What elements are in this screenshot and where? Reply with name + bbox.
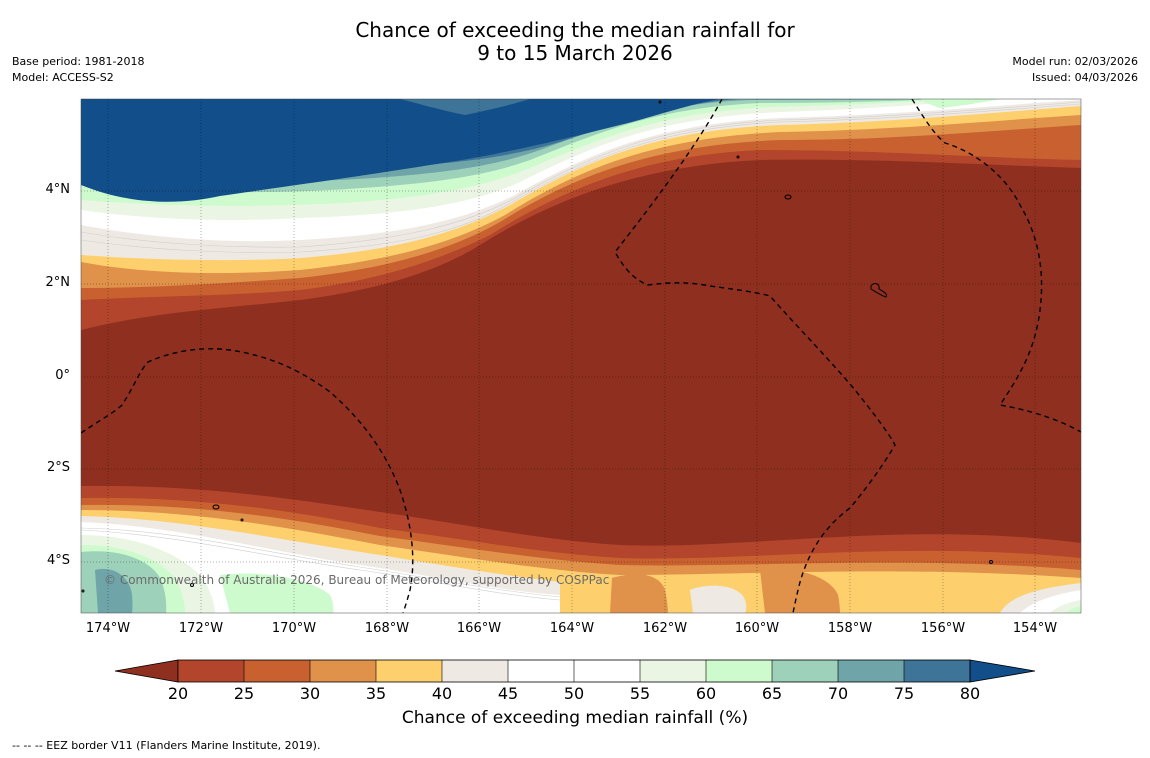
colorbar-under-triangle (114, 659, 179, 683)
colorbar-55-60 (640, 660, 706, 682)
eez-legend-footer: -- -- -- EEZ border V11 (Flanders Marine… (12, 739, 321, 752)
colorbar-30-35 (310, 660, 376, 682)
colorbar-60-65 (706, 660, 772, 682)
colorbar-65-70 (772, 660, 838, 682)
colorbar-tick-50: 50 (563, 684, 585, 703)
meta-left: Base period: 1981-2018 Model: ACCESS-S2 (12, 54, 144, 86)
contour-lines (81, 101, 1081, 601)
issued-text: Issued: 04/03/2026 (1031, 71, 1138, 84)
island (212, 504, 220, 510)
band-south-patch-30-35 (610, 574, 668, 613)
colorbar-over-triangle (969, 659, 1036, 683)
band-north-over-80 (81, 99, 910, 202)
meta-right: Model run: 02/03/2026 Issued: 04/03/2026 (1012, 54, 1138, 86)
eez-border-west (81, 348, 414, 613)
colorbar-40-45 (442, 660, 508, 682)
lon-label-158w: 158°W (827, 621, 873, 636)
lon-label-170w: 170°W (271, 621, 317, 636)
band-north-ne-60-65 (920, 99, 1000, 108)
island (736, 155, 740, 159)
island (240, 518, 244, 522)
band-south-east-60-65 (1066, 606, 1081, 613)
lat-label-4n: 4°N (45, 182, 71, 197)
lon-label-166w: 166°W (456, 621, 502, 636)
colorbar-tick-25: 25 (233, 684, 255, 703)
colorbar-tick-55: 55 (629, 684, 651, 703)
model-run-text: Model run: 02/03/2026 (1012, 55, 1138, 68)
contour-line (81, 101, 1081, 248)
island (784, 194, 792, 200)
band-south-sw-corner (81, 573, 90, 613)
lat-label-0: 0° (55, 368, 70, 383)
lon-label-154w: 154°W (1012, 621, 1058, 636)
contour-line (81, 527, 561, 598)
colorbar (114, 659, 1036, 683)
eez-borders (81, 99, 1081, 613)
eez-border-center (614, 99, 896, 613)
lon-label-168w: 168°W (364, 621, 410, 636)
lon-label-162w: 162°W (642, 621, 688, 636)
colorbar-tick-45: 45 (497, 684, 519, 703)
band-south-patch-30-35-east (760, 568, 840, 613)
copyright-text: © Commonwealth of Australia 2026, Bureau… (104, 573, 609, 587)
map-frame (80, 98, 1082, 614)
lat-label-2s: 2°S (46, 460, 70, 475)
colorbar-20-25 (178, 660, 244, 682)
band-south-patch-40-45 (690, 585, 747, 613)
colorbar-tick-60: 60 (695, 684, 717, 703)
lat-label-4s: 4°S (46, 553, 70, 568)
colorbar-70-75 (838, 660, 904, 682)
lat-label-2n: 2°N (45, 275, 71, 290)
lon-label-172w: 172°W (178, 621, 224, 636)
eez-border-east (911, 99, 1081, 433)
colorbar-75-80 (904, 660, 970, 682)
island (989, 560, 993, 564)
colorbar-45-50 (508, 660, 574, 682)
lon-label-164w: 164°W (549, 621, 595, 636)
lon-label-174w: 174°W (85, 621, 131, 636)
colorbar-label: Chance of exceeding median rainfall (%) (401, 708, 749, 728)
model-text: Model: ACCESS-S2 (12, 71, 114, 84)
contour-line (81, 529, 561, 601)
colorbar-35-40 (376, 660, 442, 682)
islands (81, 100, 993, 593)
colorbar-tick-40: 40 (431, 684, 453, 703)
band-south-60-65 (220, 573, 334, 613)
colorbar-tick-35: 35 (365, 684, 387, 703)
lon-label-156w: 156°W (920, 621, 966, 636)
colorbar-tick-65: 65 (761, 684, 783, 703)
island (658, 100, 662, 104)
band-north-patch-75-80 (400, 99, 530, 115)
colorbar-25-30 (244, 660, 310, 682)
chart-title-line-1: Chance of exceeding the median rainfall … (355, 18, 795, 42)
colorbar-dividers (243, 660, 905, 682)
colorbar-50-55 (574, 660, 640, 682)
map-layers: © Commonwealth of Australia 2026, Bureau… (81, 99, 1081, 613)
lon-label-160w: 160°W (734, 621, 780, 636)
colorbar-tick-80: 80 (959, 684, 981, 703)
island (870, 283, 887, 298)
colorbar-tick-20: 20 (167, 684, 189, 703)
island (81, 589, 85, 593)
colorbar-tick-75: 75 (893, 684, 915, 703)
band-south-70-75 (95, 568, 133, 613)
chart-title-line-2: 9 to 15 March 2026 (477, 41, 673, 65)
colorbar-tick-30: 30 (299, 684, 321, 703)
colorbar-tick-70: 70 (827, 684, 849, 703)
island (190, 583, 194, 587)
contour-line (81, 103, 1081, 253)
base-period-text: Base period: 1981-2018 (12, 55, 145, 68)
